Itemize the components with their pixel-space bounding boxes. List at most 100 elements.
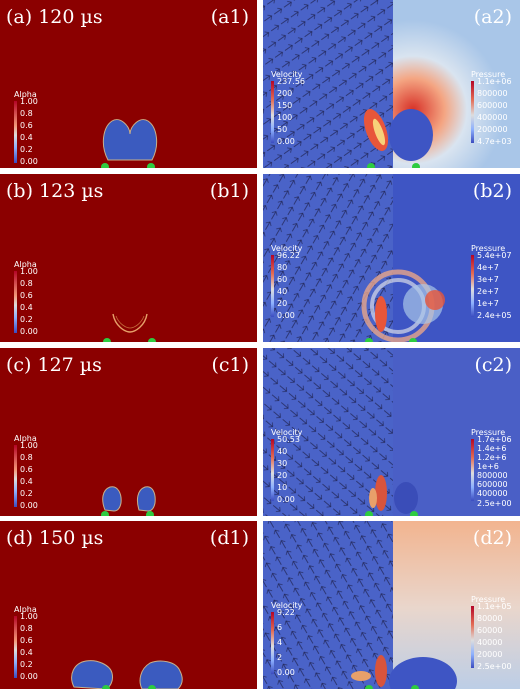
legend-tick: 0.4 (20, 477, 33, 486)
marker-dot (148, 338, 156, 342)
row-b: (b) 123 µs (b1) Alpha 1.00 0.8 0.6 0.4 0… (0, 174, 520, 342)
field-b2 (263, 174, 520, 342)
legend-title: Velocity (271, 244, 303, 253)
legend-tick: 237.56 (277, 77, 305, 86)
legend-title: Pressure (471, 244, 506, 253)
alpha-panel-d1: (d) 150 µs (d1) Alpha 1.00 0.8 0.6 0.4 0… (0, 521, 257, 689)
legend-colorbar (471, 255, 474, 317)
legend-tick: 150 (277, 101, 293, 110)
pressure-legend-b: Pressure 5.4e+07 4e+7 3e+7 2e+7 1e+7 2.4… (471, 244, 520, 330)
velocity-pressure-panel-b2: (b2) Velocity 96.22 80 60 40 20 0.00 Pre… (263, 174, 520, 342)
bubble-shape-a1 (102, 119, 158, 161)
legend-tick: 600000 (477, 480, 508, 489)
panel-tag-d1: (d1) (209, 527, 249, 549)
velocity-pressure-panel-d2: (d2) Velocity 9.22 6 4 2 0.00 Pressure 1… (263, 521, 520, 689)
legend-tick: 6 (277, 623, 283, 632)
caption-d: (d) 150 µs (6, 527, 104, 549)
legend-tick: 600000 (477, 101, 508, 110)
legend-tick: 1.00 (20, 612, 38, 621)
legend-tick: 80000 (477, 614, 503, 623)
legend-tick: 40 (277, 287, 288, 296)
legend-title: Alpha (14, 605, 37, 614)
row-a: (a) 120 µs (a1) Alpha 1.00 0.8 0.6 0.4 0… (0, 0, 520, 168)
legend-tick: 400000 (477, 113, 508, 122)
legend-title: Pressure (471, 595, 506, 604)
panel-tag-c2: (c2) (474, 354, 512, 376)
legend-tick: 0.00 (20, 157, 38, 166)
velocity-legend-d: Velocity 9.22 6 4 2 0.00 (271, 601, 331, 687)
legend-title: Pressure (471, 70, 506, 79)
legend-tick: 400000 (477, 489, 508, 498)
legend-tick: 0.2 (20, 489, 33, 498)
legend-tick: 0.8 (20, 109, 33, 118)
legend-title: Velocity (271, 70, 303, 79)
marker-dot (147, 163, 155, 168)
legend-tick: 1.1e+06 (477, 77, 512, 86)
pressure-legend-d: Pressure 1.1e+05 80000 60000 40000 20000… (471, 595, 520, 681)
legend-tick: 0.2 (20, 660, 33, 669)
legend-tick: 1.7e+06 (477, 435, 512, 444)
legend-tick: 0.8 (20, 624, 33, 633)
marker-dot (101, 163, 109, 168)
legend-tick: 2 (277, 653, 283, 662)
legend-title: Pressure (471, 428, 506, 437)
panel-tag-a2: (a2) (473, 6, 512, 28)
legend-tick: 1.00 (20, 441, 38, 450)
legend-tick: 0.4 (20, 133, 33, 142)
legend-tick: 40000 (477, 638, 503, 647)
legend-tick: 100 (277, 113, 293, 122)
marker-dot (148, 685, 156, 689)
legend-colorbar (14, 445, 17, 507)
legend-tick: 40 (277, 447, 288, 456)
legend-title: Alpha (14, 90, 37, 99)
legend-title: Alpha (14, 260, 37, 269)
pressure-legend-a: Pressure 1.1e+06 800000 600000 400000 20… (471, 70, 520, 156)
legend-tick: 0.8 (20, 279, 33, 288)
legend-tick: 2.5e+00 (477, 499, 512, 508)
legend-tick: 96.22 (277, 251, 300, 260)
legend-tick: 60 (277, 275, 288, 284)
panel-tag-a1: (a1) (210, 6, 249, 28)
legend-tick: 0.00 (277, 668, 295, 677)
legend-colorbar (271, 255, 274, 317)
alpha-legend-a: Alpha 1.00 0.8 0.6 0.4 0.2 0.00 (14, 90, 74, 168)
panel-tag-b1: (b1) (209, 180, 249, 202)
legend-tick: 0.8 (20, 453, 33, 462)
legend-tick: 10 (277, 483, 288, 492)
alpha-panel-c1: (c) 127 µs (c1) Alpha 1.00 0.8 0.6 0.4 0… (0, 348, 257, 516)
legend-tick: 0.6 (20, 291, 33, 300)
marker-dot (102, 685, 110, 689)
legend-tick: 30 (277, 459, 288, 468)
legend-tick: 1.00 (20, 267, 38, 276)
legend-tick: 0.00 (20, 327, 38, 336)
marker-dot (146, 511, 154, 516)
legend-tick: 0.6 (20, 465, 33, 474)
legend-tick: 0.00 (20, 501, 38, 510)
panel-tag-b2: (b2) (472, 180, 512, 202)
legend-tick: 50.53 (277, 435, 300, 444)
legend-tick: 800000 (477, 89, 508, 98)
caption-a: (a) 120 µs (6, 6, 103, 28)
legend-colorbar (271, 612, 274, 674)
velocity-legend-c: Velocity 50.53 40 30 20 10 0.00 (271, 428, 331, 514)
marker-dot (411, 685, 419, 689)
legend-tick: 800000 (477, 471, 508, 480)
legend-title: Velocity (271, 428, 303, 437)
legend-tick: 4.7e+03 (477, 137, 512, 146)
legend-tick: 1e+7 (477, 299, 499, 308)
legend-tick: 4 (277, 638, 283, 647)
row-c: (c) 127 µs (c1) Alpha 1.00 0.8 0.6 0.4 0… (0, 348, 520, 516)
marker-dot (410, 511, 418, 516)
bubble-shape-c1 (102, 486, 156, 512)
panel-tag-d2: (d2) (472, 527, 512, 549)
legend-tick: 0.2 (20, 315, 33, 324)
legend-tick: 0.00 (20, 672, 38, 681)
legend-tick: 200 (277, 89, 293, 98)
alpha-panel-b1: (b) 123 µs (b1) Alpha 1.00 0.8 0.6 0.4 0… (0, 174, 257, 342)
legend-tick: 80 (277, 263, 288, 272)
legend-tick: 60000 (477, 626, 503, 635)
legend-tick: 1.1e+05 (477, 602, 512, 611)
legend-tick: 2.4e+05 (477, 311, 512, 320)
legend-tick: 0.6 (20, 121, 33, 130)
bubble-shape-d1 (71, 660, 183, 689)
